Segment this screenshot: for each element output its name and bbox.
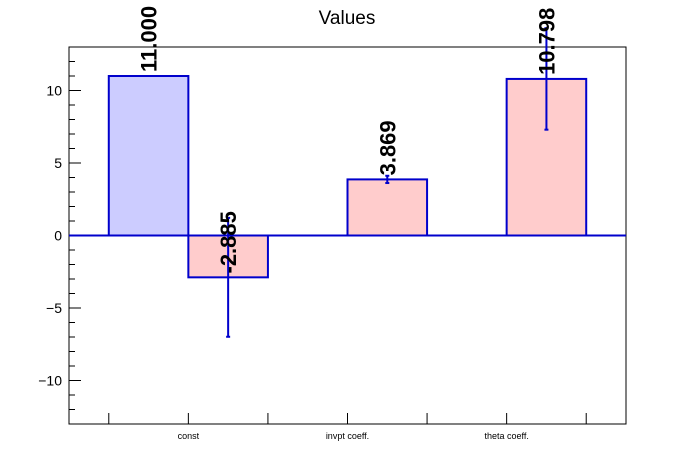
axis-ticks: −10 −5 0 5 10 const invpt coeff. theta coeff. [38, 46, 587, 441]
bar [107, 75, 190, 237]
x-category-label: invpt coeff. [326, 431, 369, 441]
data-label: 3.869 [375, 120, 400, 175]
data-label: -2.885 [216, 211, 241, 273]
x-category-label: const [178, 431, 200, 441]
chart-title: Values [319, 8, 376, 29]
y-tick-label: −10 [38, 373, 62, 389]
y-tick-label: 5 [54, 155, 62, 171]
y-tick-label: 10 [46, 83, 62, 99]
data-label: 10.798 [534, 8, 559, 75]
y-tick-label: −5 [46, 300, 62, 316]
bars [107, 75, 588, 279]
bar [346, 178, 429, 237]
y-tick-label: 0 [54, 228, 62, 244]
data-label: 11.000 [137, 6, 162, 72]
error-bars [226, 27, 549, 338]
x-category-label: theta coeff. [484, 431, 528, 441]
data-labels: 11.000 -2.885 3.869 10.798 [137, 6, 560, 274]
